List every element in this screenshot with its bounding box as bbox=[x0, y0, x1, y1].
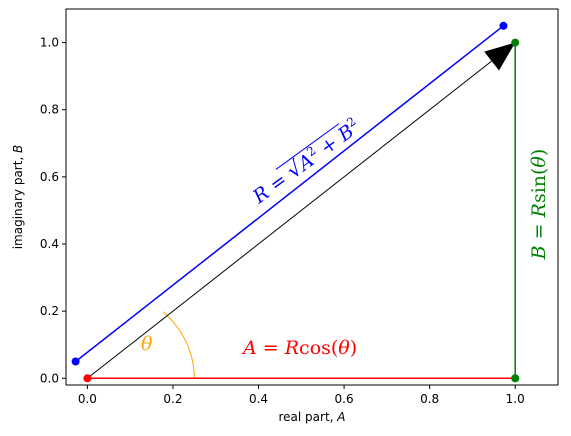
b-annotation-sin: sin( bbox=[528, 168, 550, 203]
vector-arrow-shaft bbox=[87, 60, 492, 379]
r-annotation: R = √A2 + B2 bbox=[247, 114, 364, 208]
svg-text:R = √A2 + B2: R = √A2 + B2 bbox=[247, 114, 364, 208]
a-annotation-var-a: A bbox=[241, 337, 257, 359]
b-line-start-point bbox=[511, 374, 520, 383]
a-annotation-close: ) bbox=[350, 337, 357, 359]
a-annotation-theta: θ bbox=[338, 337, 350, 359]
b-line-end-point bbox=[511, 38, 520, 47]
angle-arc bbox=[162, 311, 195, 379]
a-annotation-cos: cos( bbox=[299, 337, 338, 359]
b-annotation-close: ) bbox=[528, 149, 550, 156]
b-annotation-var-b: B bbox=[528, 245, 550, 260]
x-tick-label: 0.2 bbox=[163, 392, 182, 406]
a-annotation: A = Rcos(θ) bbox=[241, 337, 357, 359]
x-tick-label: 0.6 bbox=[335, 392, 354, 406]
y-tick-label: 0.0 bbox=[40, 371, 59, 385]
y-tick-label: 1.0 bbox=[40, 36, 59, 50]
y-axis-label: imaginary part, B bbox=[11, 145, 25, 250]
y-tick-label: 0.6 bbox=[40, 170, 59, 184]
x-tick-label: 0.4 bbox=[249, 392, 268, 406]
r-line-start-point bbox=[71, 357, 80, 366]
theta-label: θ bbox=[141, 333, 153, 355]
r-annotation-vinculum bbox=[275, 123, 340, 170]
r-line bbox=[75, 25, 504, 363]
a-annotation-var-r: R bbox=[284, 337, 299, 359]
b-annotation-theta: θ bbox=[528, 156, 550, 168]
plot-frame bbox=[65, 8, 559, 386]
a-line-start-point bbox=[83, 374, 92, 383]
x-tick-label: 0.0 bbox=[78, 392, 97, 406]
b-annotation: B = Rsin(θ) bbox=[528, 149, 550, 261]
x-axis-label: real part, A bbox=[278, 410, 345, 424]
y-tick-label: 0.4 bbox=[40, 237, 59, 251]
chart-marks bbox=[71, 21, 520, 383]
b-annotation-equals: = bbox=[528, 217, 550, 245]
b-annotation-var-r: R bbox=[528, 203, 550, 218]
vector-arrow-head bbox=[484, 42, 516, 71]
x-tick-label: 1.0 bbox=[506, 392, 525, 406]
x-tick-label: 0.8 bbox=[420, 392, 439, 406]
r-line-end-point bbox=[499, 21, 508, 30]
y-tick-label: 0.8 bbox=[40, 103, 59, 117]
a-annotation-equals: = bbox=[257, 337, 285, 359]
axis-ticks: 0.0 0.2 0.4 0.6 0.8 1.0 0.0 0.2 0.4 0.6 0.8 1.0 bbox=[40, 36, 525, 406]
y-tick-label: 0.2 bbox=[40, 304, 59, 318]
